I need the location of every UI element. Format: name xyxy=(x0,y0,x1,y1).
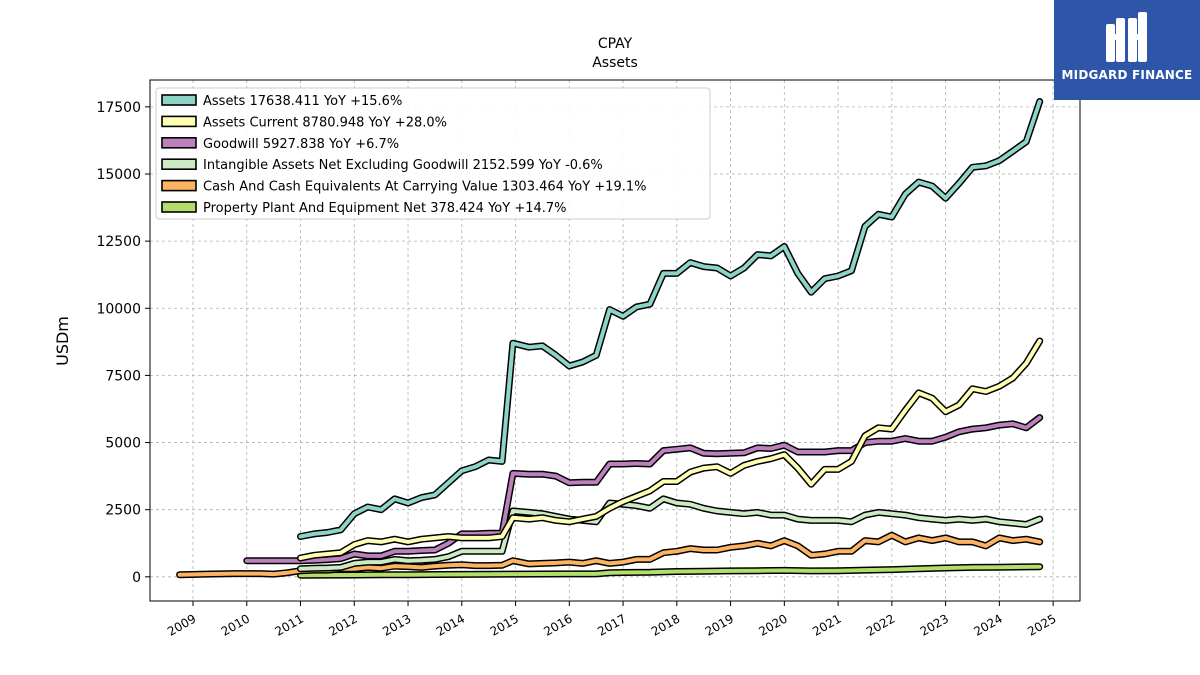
y-tick-label: 17500 xyxy=(96,100,141,116)
series-line-intangible-assets xyxy=(298,496,1042,571)
x-tick-label: 2014 xyxy=(434,611,467,638)
legend-label-intangible-assets: Intangible Assets Net Excluding Goodwill… xyxy=(203,158,603,173)
legend-swatch-ppe xyxy=(161,201,197,213)
x-tick-label: 2024 xyxy=(971,611,1004,638)
x-tick-label: 2021 xyxy=(810,611,843,638)
y-axis-label: USDm xyxy=(53,316,72,366)
legend-swatch-goodwill xyxy=(161,137,197,149)
y-tick-label: 7500 xyxy=(105,368,141,384)
chart-subtitle: Assets xyxy=(592,55,638,71)
x-tick-label: 2025 xyxy=(1025,611,1058,638)
x-tick-label: 2017 xyxy=(595,611,628,638)
series-line-goodwill xyxy=(244,415,1042,563)
y-tick-label: 10000 xyxy=(96,301,141,317)
legend-box xyxy=(155,87,711,220)
x-tick-label: 2009 xyxy=(165,611,198,638)
x-tick-label: 2011 xyxy=(273,611,306,638)
series-line-assets-current xyxy=(298,339,1042,560)
midgard-logo-icon xyxy=(1106,12,1147,64)
plot-frame xyxy=(149,79,1081,602)
x-tick-label: 2012 xyxy=(326,611,359,638)
x-tick-label: 2020 xyxy=(756,611,789,638)
series-line-ppe xyxy=(298,564,1042,578)
legend-label-goodwill: Goodwill 5927.838 YoY +6.7% xyxy=(203,137,399,152)
x-tick-label: 2019 xyxy=(703,611,736,638)
brand-name: MIDGARD FINANCE xyxy=(1061,68,1193,82)
x-tick-label: 2022 xyxy=(864,611,897,638)
series-line-cash xyxy=(177,533,1042,577)
chart-title: CPAY xyxy=(598,36,633,52)
legend-swatch-intangible-assets xyxy=(161,158,197,170)
y-tick-label: 12500 xyxy=(96,234,141,250)
y-tick-label: 0 xyxy=(132,570,141,586)
x-tick-label: 2023 xyxy=(918,611,951,638)
series-outline-intangible-assets xyxy=(297,495,1044,573)
legend-swatch-cash xyxy=(161,179,197,192)
series-line-assets xyxy=(298,99,1042,539)
legend-label-assets-current: Assets Current 8780.948 YoY +28.0% xyxy=(203,115,447,130)
brand-logo: MIDGARD FINANCE xyxy=(1054,0,1200,100)
plot-series xyxy=(176,98,1044,579)
x-tick-label: 2018 xyxy=(649,611,682,638)
x-tick-label: 2013 xyxy=(380,611,413,638)
legend-swatch-assets-current xyxy=(161,115,197,128)
y-tick-label: 5000 xyxy=(105,436,141,452)
y-tick-label: 15000 xyxy=(96,167,141,183)
legend-label-ppe: Property Plant And Equipment Net 378.424… xyxy=(203,201,567,216)
x-axis: 2009 2010 2011 2012 2013 2014 2015 2016 2017 2018… xyxy=(165,601,1059,639)
legend: Assets 17638.411 YoY +15.6% Assets Curren… xyxy=(155,87,711,220)
legend-label-assets: Assets 17638.411 YoY +15.6% xyxy=(203,94,402,109)
legend-swatch-assets xyxy=(161,94,197,106)
legend-label-cash: Cash And Cash Equivalents At Carrying Va… xyxy=(203,180,646,195)
y-tick-label: 2500 xyxy=(105,503,141,519)
x-tick-label: 2015 xyxy=(488,611,521,638)
x-tick-label: 2016 xyxy=(541,611,574,638)
y-axis: 0 2500 5000 7500 10000 12500 15000 17500 xyxy=(96,100,150,586)
x-tick-label: 2010 xyxy=(219,611,252,638)
